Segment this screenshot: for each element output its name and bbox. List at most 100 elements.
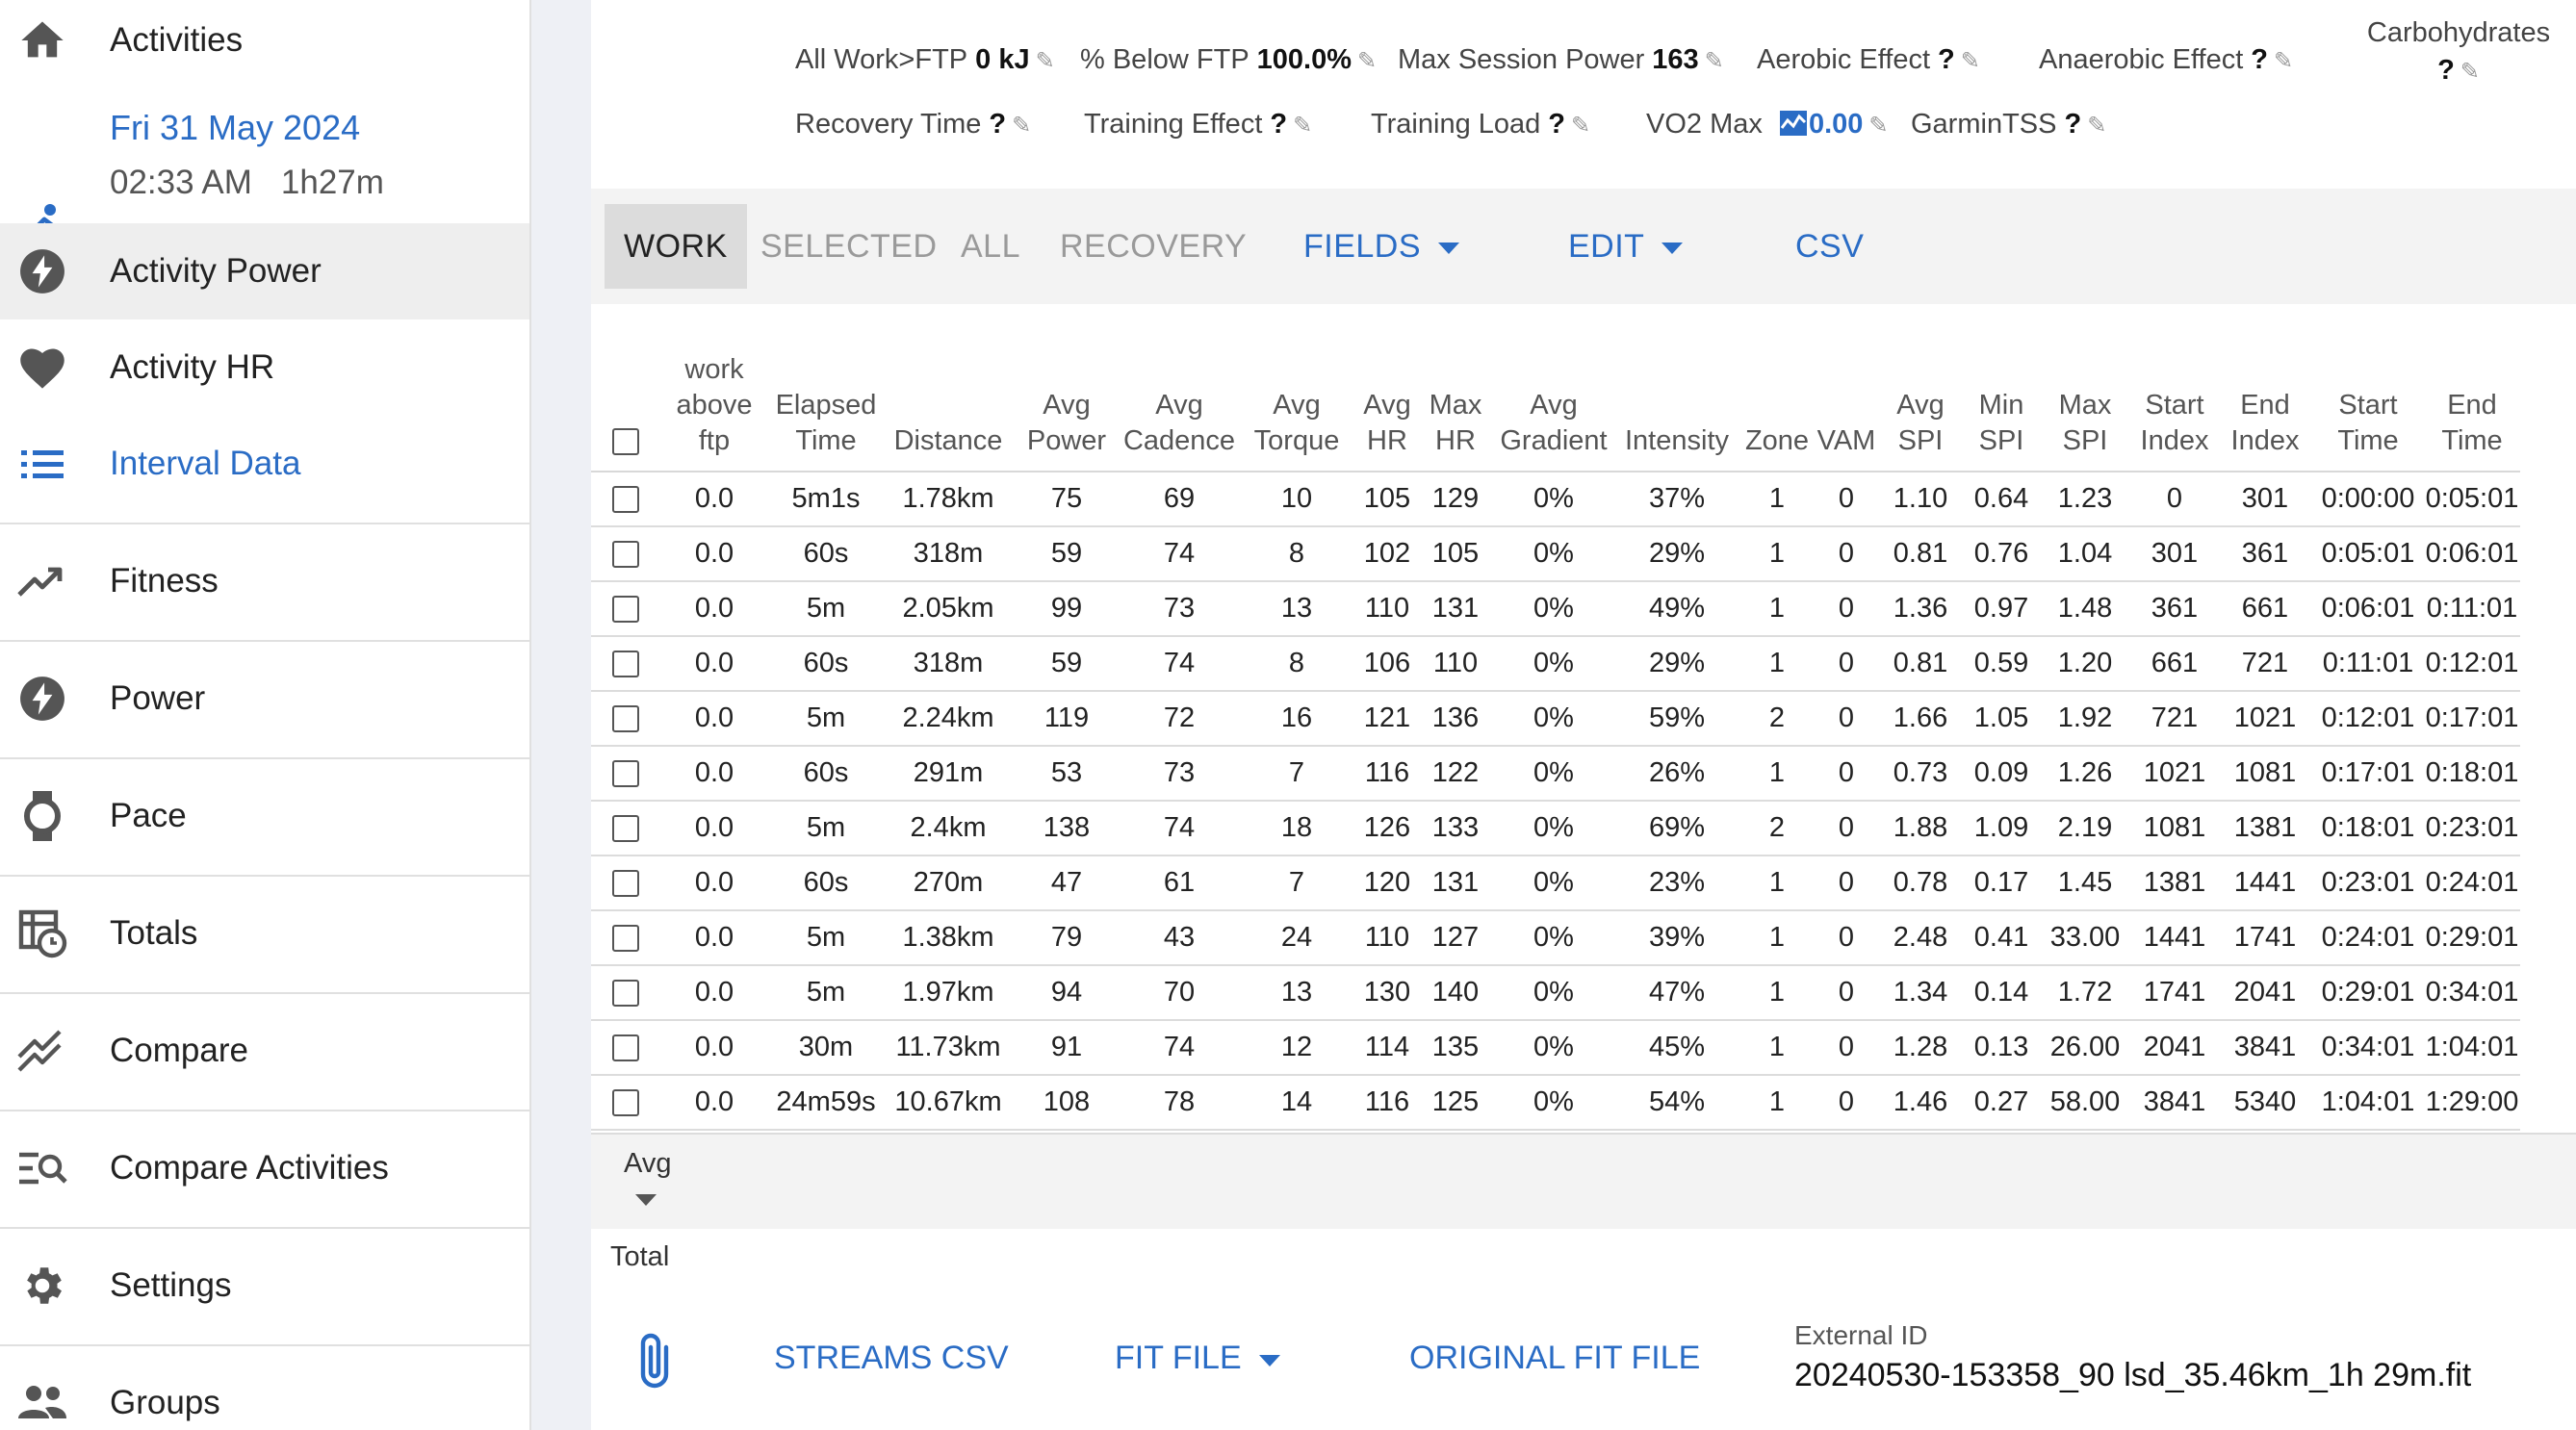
edit-dropdown[interactable]: EDIT: [1568, 204, 1684, 289]
sidebar-item-fitness[interactable]: Fitness: [0, 533, 529, 629]
original-fit-file-button[interactable]: ORIGINAL FIT FILE: [1409, 1340, 1701, 1376]
col-header-start-index[interactable]: Start Index: [2131, 346, 2218, 472]
paperclip-icon[interactable]: [633, 1332, 678, 1392]
table-cell: 0.13: [1964, 1020, 2039, 1076]
col-header-max-spi[interactable]: Max SPI: [2039, 346, 2131, 472]
col-header-avg-cadence[interactable]: Avg Cadence: [1121, 346, 1238, 472]
row-checkbox[interactable]: [591, 526, 660, 582]
sidebar-item-compare[interactable]: Compare: [0, 1003, 529, 1099]
edit-pencil-icon[interactable]: ✎: [2273, 48, 2294, 74]
metric-training-effect[interactable]: Training Effect? ✎: [1084, 109, 1313, 140]
edit-pencil-icon[interactable]: ✎: [1012, 113, 1032, 139]
select-all-checkbox[interactable]: [591, 346, 660, 472]
tab-work[interactable]: WORK: [605, 204, 747, 289]
metric-aerobic-effect[interactable]: Aerobic Effect? ✎: [1757, 44, 1980, 75]
metric-anaerobic-effect[interactable]: Anaerobic Effect? ✎: [2039, 44, 2294, 75]
edit-pencil-icon[interactable]: ✎: [1357, 48, 1378, 74]
row-checkbox[interactable]: [591, 1075, 660, 1131]
activity-start-time: 02:33 AM: [110, 164, 252, 201]
sidebar-activity-summary[interactable]: Fri 31 May 2024 02:33 AM 1h27m: [0, 81, 529, 259]
table-row[interactable]: 0.0 5m 2.05km 99 73 13 110 131 0% 49% 1 0 1.36 0.97 1.…: [591, 581, 2520, 637]
metric-recovery-time[interactable]: Recovery Time? ✎: [795, 109, 1032, 140]
table-cell: 7: [1238, 855, 1355, 911]
edit-pencil-icon[interactable]: ✎: [1035, 48, 1055, 74]
edit-pencil-icon[interactable]: ✎: [2087, 113, 2107, 139]
sidebar-item-power[interactable]: Power: [0, 651, 529, 747]
edit-pencil-icon[interactable]: ✎: [1868, 113, 1889, 139]
sidebar-item-settings[interactable]: Settings: [0, 1238, 529, 1334]
metric-below-ftp[interactable]: % Below FTP 100.0% ✎: [1080, 44, 1378, 75]
table-cell: 45%: [1615, 1020, 1739, 1076]
col-header-vam[interactable]: VAM: [1816, 346, 1877, 472]
tab-all[interactable]: ALL: [961, 227, 1020, 265]
edit-pencil-icon[interactable]: ✎: [2460, 59, 2480, 85]
col-header-avg-gradient[interactable]: Avg Gradient: [1492, 346, 1615, 472]
table-cell: 0:00:00: [2312, 472, 2424, 527]
metric-max-session-power[interactable]: Max Session Power 163 ✎: [1398, 44, 1724, 75]
col-header-avg-power[interactable]: Avg Power: [1013, 346, 1121, 472]
col-header-avg-spi[interactable]: Avg SPI: [1877, 346, 1964, 472]
sidebar-item-activity-power[interactable]: Activity Power: [0, 223, 529, 319]
sidebar-item-pace[interactable]: Pace: [0, 768, 529, 864]
sidebar-item-activity-hr[interactable]: Activity HR: [0, 319, 529, 416]
row-checkbox[interactable]: [591, 746, 660, 802]
col-header-max-hr[interactable]: Max HR: [1419, 346, 1492, 472]
col-header-distance[interactable]: Distance: [884, 346, 1013, 472]
sidebar-item-groups[interactable]: Groups: [0, 1355, 529, 1430]
table-cell: 1:04:01: [2312, 1075, 2424, 1131]
avg-label[interactable]: Avg: [624, 1148, 672, 1179]
col-header-intensity[interactable]: Intensity: [1615, 346, 1739, 472]
edit-pencil-icon[interactable]: ✎: [1960, 48, 1980, 74]
table-row[interactable]: 0.0 5m 2.4km 138 74 18 126 133 0% 69% 2 0 1.88 1.09 2.…: [591, 801, 2520, 856]
table-row[interactable]: 0.0 24m59s 10.67km 108 78 14 116 125 0% 54% 1 0 1.46…: [591, 1075, 2520, 1131]
col-header-work-above-ftp[interactable]: work above ftp: [660, 346, 768, 472]
metric-vo2-max[interactable]: VO2 Max 0.00 ✎: [1646, 109, 1889, 143]
row-checkbox[interactable]: [591, 855, 660, 911]
edit-pencil-icon[interactable]: ✎: [1293, 113, 1313, 139]
metric-carbohydrates[interactable]: Carbohydrates ? ✎: [2366, 17, 2551, 86]
row-checkbox[interactable]: [591, 1020, 660, 1076]
col-header-end-index[interactable]: End Index: [2218, 346, 2312, 472]
sidebar-item-interval-data[interactable]: Interval Data: [0, 416, 529, 512]
col-header-start-time[interactable]: Start Time: [2312, 346, 2424, 472]
col-header-min-spi[interactable]: Min SPI: [1964, 346, 2039, 472]
table-row[interactable]: 0.0 30m 11.73km 91 74 12 114 135 0% 45% 1 0 1.28 0.13…: [591, 1020, 2520, 1076]
col-header-elapsed-time[interactable]: Elapsed Time: [768, 346, 884, 472]
col-header-avg-hr[interactable]: Avg HR: [1355, 346, 1419, 472]
row-checkbox[interactable]: [591, 472, 660, 527]
table-row[interactable]: 0.0 5m 1.97km 94 70 13 130 140 0% 47% 1 0 1.34 0.14 1.…: [591, 965, 2520, 1021]
col-header-zone[interactable]: Zone: [1739, 346, 1816, 472]
table-cell: 18: [1238, 801, 1355, 856]
tab-recovery[interactable]: RECOVERY: [1060, 227, 1248, 265]
csv-button[interactable]: CSV: [1795, 227, 1865, 265]
table-row[interactable]: 0.0 5m 2.24km 119 72 16 121 136 0% 59% 2 0 1.66 1.05 1…: [591, 691, 2520, 747]
row-checkbox[interactable]: [591, 965, 660, 1021]
row-checkbox[interactable]: [591, 636, 660, 692]
row-checkbox[interactable]: [591, 581, 660, 637]
metric-training-load[interactable]: Training Load? ✎: [1371, 109, 1591, 140]
fit-file-dropdown[interactable]: FIT FILE: [1115, 1340, 1280, 1377]
table-cell: 0.0: [660, 581, 768, 637]
col-header-avg-torque[interactable]: Avg Torque: [1238, 346, 1355, 472]
sidebar-item-activities[interactable]: Activities: [0, 0, 529, 81]
row-checkbox[interactable]: [591, 691, 660, 747]
row-checkbox[interactable]: [591, 910, 660, 966]
fields-dropdown[interactable]: FIELDS: [1303, 204, 1460, 289]
table-row[interactable]: 0.0 60s 318m 59 74 8 102 105 0% 29% 1 0 0.81 0.76 1.04…: [591, 526, 2520, 582]
edit-pencil-icon[interactable]: ✎: [1570, 113, 1591, 139]
streams-csv-button[interactable]: STREAMS CSV: [774, 1340, 1009, 1376]
table-row[interactable]: 0.0 60s 270m 47 61 7 120 131 0% 23% 1 0 0.78 0.17 1.45…: [591, 855, 2520, 911]
table-row[interactable]: 0.0 60s 318m 59 74 8 106 110 0% 29% 1 0 0.81 0.59 1.20…: [591, 636, 2520, 692]
tab-selected[interactable]: SELECTED: [760, 227, 938, 265]
metric-all-work-ftp[interactable]: All Work>FTP 0 kJ ✎: [795, 44, 1055, 75]
row-checkbox[interactable]: [591, 801, 660, 856]
table-row[interactable]: 0.0 5m1s 1.78km 75 69 10 105 129 0% 37% 1 0 1.10 0.64…: [591, 472, 2520, 527]
table-row[interactable]: 0.0 5m 1.38km 79 43 24 110 127 0% 39% 1 0 2.48 0.41 33…: [591, 910, 2520, 966]
chevron-down-icon[interactable]: [635, 1194, 657, 1206]
table-row[interactable]: 0.0 60s 291m 53 73 7 116 122 0% 26% 1 0 0.73 0.09 1.26…: [591, 746, 2520, 802]
sidebar-item-totals[interactable]: Totals: [0, 885, 529, 982]
sidebar-item-compare-activities[interactable]: Compare Activities: [0, 1120, 529, 1216]
edit-pencil-icon[interactable]: ✎: [1704, 48, 1724, 74]
metric-garmin-tss[interactable]: GarminTSS? ✎: [1911, 109, 2107, 140]
col-header-end-time[interactable]: End Time: [2424, 346, 2520, 472]
